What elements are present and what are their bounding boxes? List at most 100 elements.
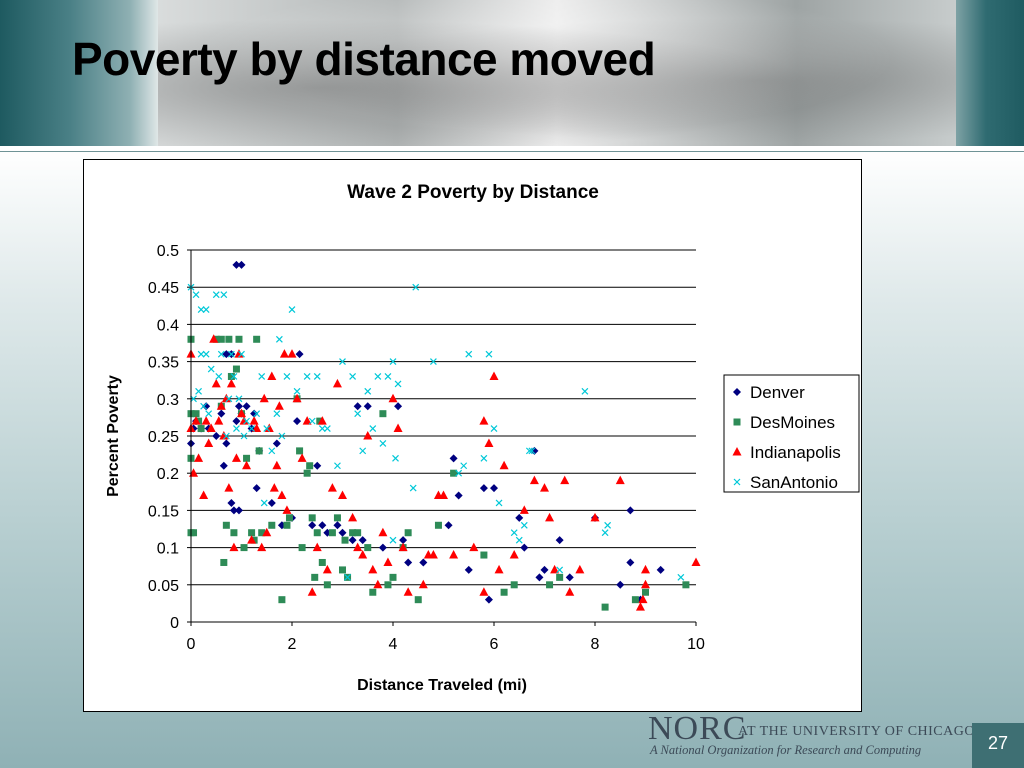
point-desmoines [682, 581, 690, 589]
point-indianapolis [378, 527, 388, 537]
point-indianapolis [242, 460, 252, 470]
point-denver [479, 484, 488, 493]
point-sanantonio [202, 350, 210, 358]
logo-subtitle: A National Organization for Research and… [650, 743, 922, 757]
point-denver [555, 536, 564, 545]
point-denver [540, 565, 549, 574]
header-collage-image [158, 0, 956, 146]
series-indianapolis [186, 334, 701, 611]
point-indianapolis [239, 416, 249, 425]
point-sanantonio [528, 447, 536, 455]
point-sanantonio [258, 373, 266, 380]
x-tick-label: 10 [687, 636, 705, 653]
point-sanantonio [520, 521, 528, 529]
point-indianapolis [277, 490, 287, 500]
point-indianapolis [393, 423, 403, 433]
x-tick-label: 6 [490, 636, 499, 653]
point-sanantonio [581, 387, 589, 395]
point-desmoines [258, 529, 266, 537]
point-indianapolis [226, 378, 236, 388]
point-denver [293, 417, 302, 426]
point-sanantonio [278, 432, 286, 440]
y-tick-label: 0.05 [148, 578, 179, 595]
header-banner [0, 0, 1024, 146]
point-indianapolis [307, 587, 317, 596]
point-desmoines [414, 596, 422, 604]
point-sanantonio [369, 425, 377, 432]
point-indianapolis [279, 349, 289, 358]
point-indianapolis [332, 378, 342, 388]
point-denver [318, 521, 327, 530]
point-indianapolis [398, 542, 408, 552]
header-left-accent [0, 0, 158, 146]
point-desmoines [192, 410, 200, 418]
point-denver [272, 439, 281, 448]
point-sanantonio [323, 425, 331, 432]
logo-word: NORC [648, 710, 747, 747]
point-sanantonio [240, 432, 248, 440]
point-indianapolis [252, 423, 262, 433]
point-sanantonio [225, 395, 233, 403]
point-desmoines [379, 410, 387, 418]
point-sanantonio [248, 425, 256, 432]
point-denver [515, 513, 524, 522]
point-indianapolis [224, 483, 234, 492]
point-indianapolis [449, 550, 459, 559]
point-indianapolis [519, 505, 529, 514]
point-indianapolis [388, 393, 398, 403]
point-desmoines [190, 529, 198, 537]
point-denver [242, 402, 251, 411]
page-number-box: 27 [972, 723, 1024, 768]
point-indianapolis [638, 594, 648, 604]
point-denver [626, 558, 635, 567]
point-indianapolis [214, 416, 224, 425]
point-desmoines [546, 581, 554, 589]
point-indianapolis [209, 334, 219, 343]
point-sanantonio [359, 447, 367, 455]
point-sanantonio [273, 410, 281, 418]
point-denver [394, 402, 403, 411]
point-denver [404, 558, 413, 567]
point-sanantonio [212, 291, 220, 299]
point-denver [234, 402, 243, 411]
point-desmoines [243, 454, 251, 462]
point-indianapolis [287, 349, 297, 358]
point-indianapolis [545, 512, 555, 522]
point-denver [222, 350, 231, 359]
point-sanantonio [460, 462, 468, 470]
point-desmoines [323, 581, 331, 589]
point-desmoines [328, 529, 336, 537]
point-indianapolis [267, 371, 277, 380]
point-desmoines [253, 335, 261, 343]
legend-marker-indianapolis [732, 447, 742, 456]
point-sanantonio [200, 402, 208, 410]
series-denver [187, 260, 665, 604]
point-desmoines [303, 469, 311, 477]
point-desmoines [601, 603, 609, 611]
point-indianapolis [691, 557, 701, 566]
point-desmoines [339, 566, 346, 574]
point-sanantonio [384, 373, 392, 380]
point-indianapolis [201, 416, 211, 425]
point-desmoines [642, 588, 649, 596]
chart-legend: Denver DesMoines Indianapolis SanAntonio [723, 374, 860, 493]
point-sanantonio [677, 573, 685, 581]
point-desmoines [197, 425, 205, 433]
point-desmoines [220, 558, 228, 566]
point-desmoines [341, 536, 349, 544]
point-sanantonio [379, 440, 387, 447]
point-denver [202, 402, 211, 411]
point-sanantonio [455, 469, 463, 477]
point-sanantonio [374, 373, 382, 380]
point-indianapolis [297, 453, 307, 462]
point-sanantonio [349, 373, 357, 380]
point-indianapolis [269, 483, 279, 492]
point-indianapolis [363, 431, 373, 440]
point-sanantonio [190, 395, 197, 403]
point-indianapolis [484, 438, 494, 447]
point-sanantonio [510, 529, 518, 537]
point-indianapolis [641, 579, 650, 589]
point-indianapolis [219, 431, 229, 440]
legend-label-denver: Denver [750, 383, 805, 402]
point-indianapolis [274, 401, 284, 410]
